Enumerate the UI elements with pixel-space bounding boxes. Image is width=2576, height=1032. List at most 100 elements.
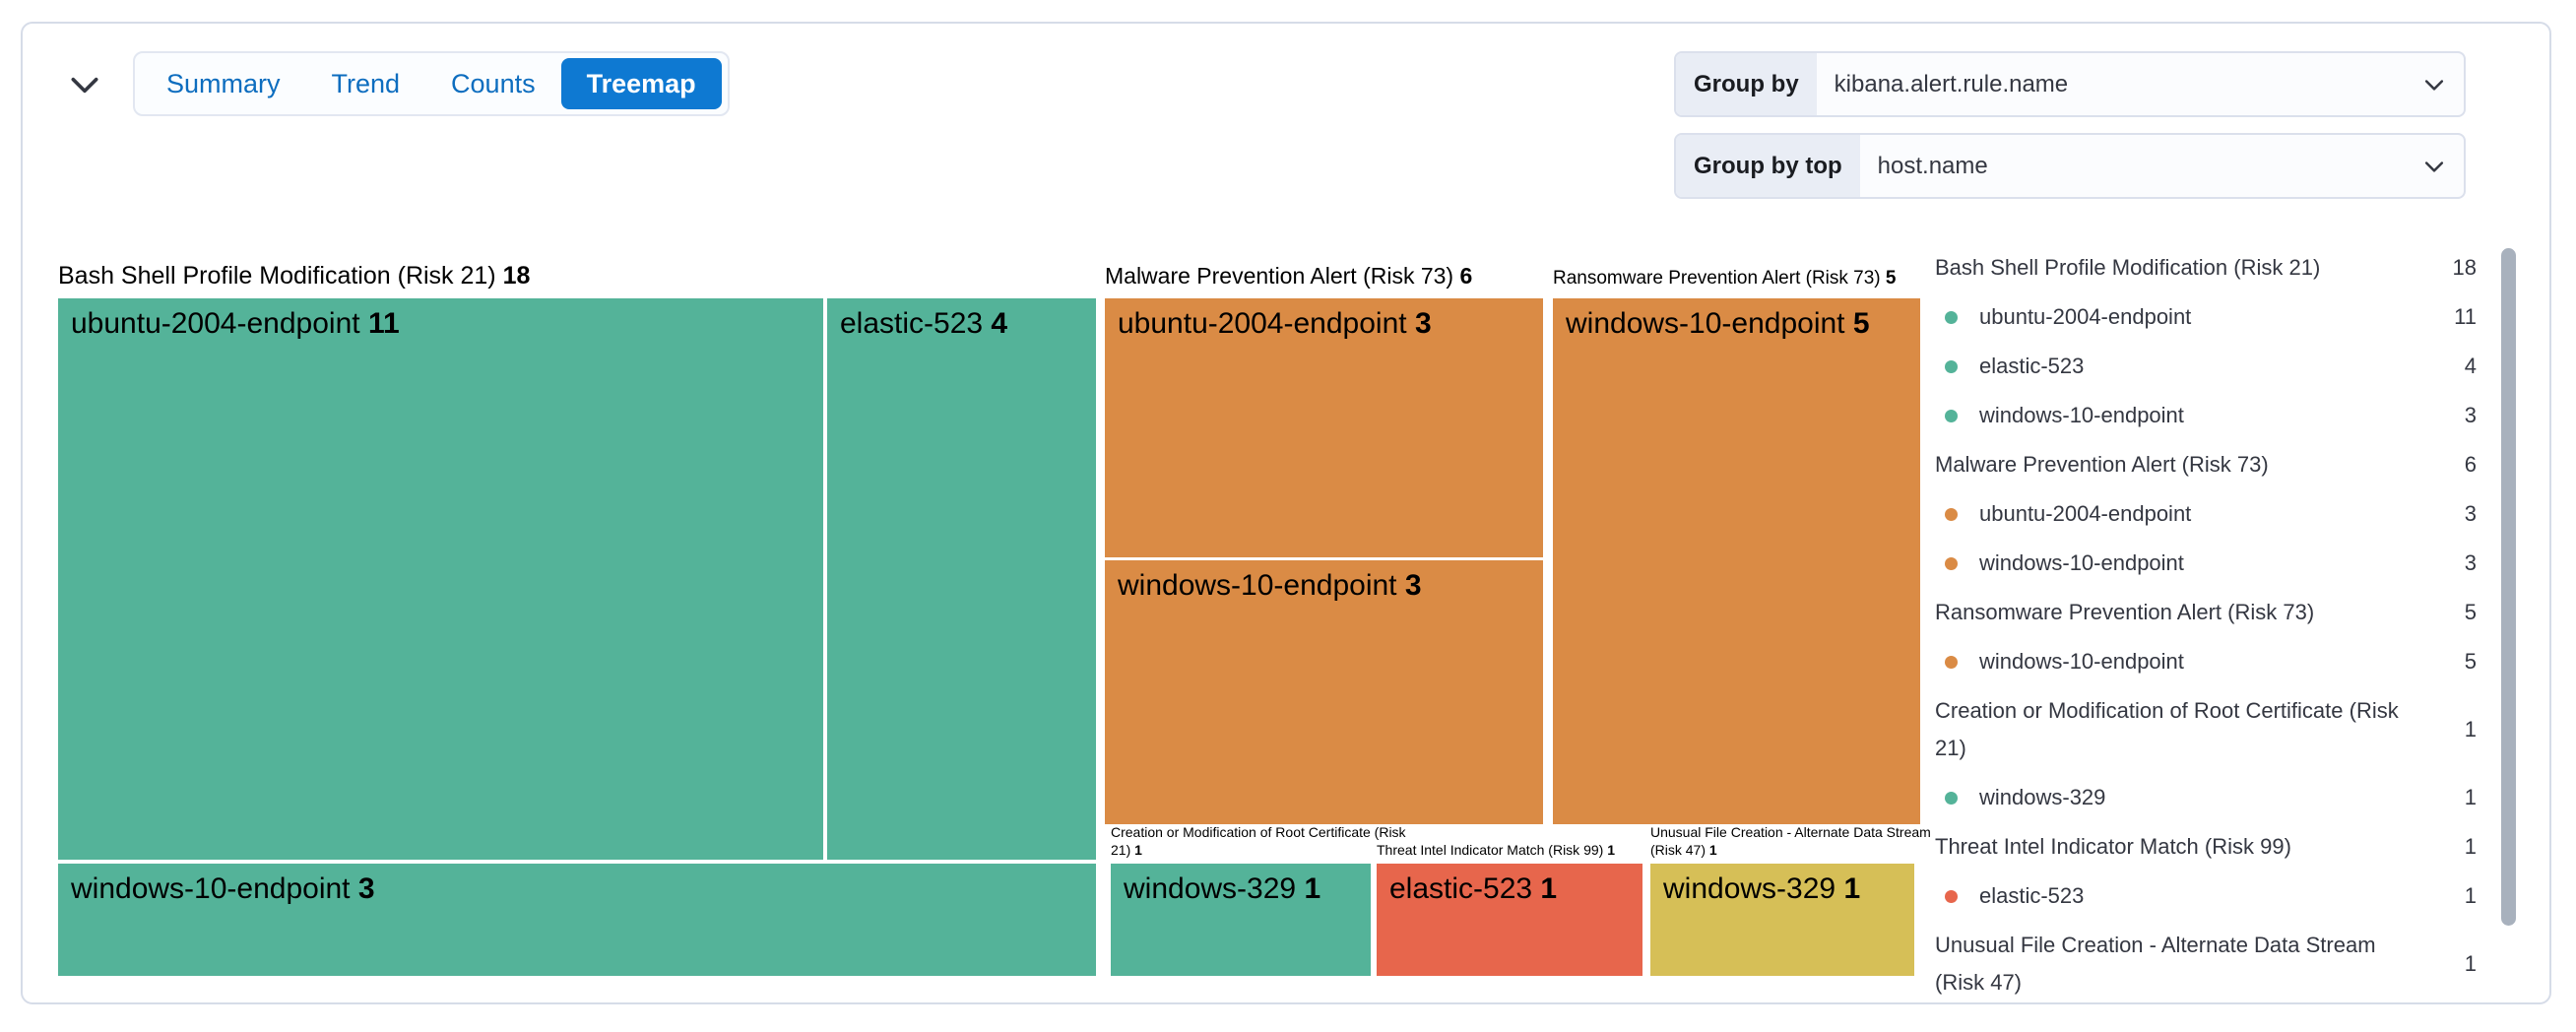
group-label: Unusual File Creation - Alternate Data S… [1650,823,1931,858]
legend-item-row[interactable]: windows-10-endpoint 3 [1935,539,2477,588]
legend-count: 1 [2464,834,2477,859]
treemap-tile-elastic-523[interactable]: elastic-523 4 [827,298,1096,860]
chevron-down-icon [2424,161,2444,172]
tile-label: windows-10-endpoint [71,872,351,905]
tile-label: ubuntu-2004-endpoint [1118,307,1407,340]
legend-label: ubuntu-2004-endpoint [1979,304,2192,329]
tab-counts[interactable]: Counts [451,69,536,98]
legend-item-row[interactable]: elastic-523 4 [1935,342,2477,391]
treemap-tile-windows-329[interactable]: windows-329 1 [1111,864,1371,976]
group-label: Ransomware Prevention Alert (Risk 73) [1553,268,1881,290]
treemap-tile-windows-10-endpoint[interactable]: windows-10-endpoint 3 [1105,560,1543,824]
treemap-group-header: Unusual File Creation - Alternate Data S… [1650,823,1946,859]
legend-item-row[interactable]: elastic-523 1 [1935,871,2477,921]
legend-item-row[interactable]: windows-10-endpoint 3 [1935,391,2477,440]
treemap-tile-windows-10-endpoint[interactable]: windows-10-endpoint 5 [1553,298,1920,824]
legend-count: 4 [2464,354,2477,378]
group-count: 6 [1459,263,1473,290]
tab-treemap[interactable]: Treemap [560,58,722,109]
group-by-value: host.name [1877,152,1988,179]
legend-group-row[interactable]: Unusual File Creation - Alternate Data S… [1935,921,2477,1007]
tab-summary[interactable]: Summary [166,69,281,98]
legend-label: windows-10-endpoint [1979,550,2184,575]
tile-count: 1 [1304,872,1321,905]
legend-count: 3 [2464,550,2477,575]
chevron-down-icon [71,77,98,94]
chevron-down-icon [2424,79,2444,91]
legend-count: 1 [2464,785,2477,809]
tile-label: windows-10-endpoint [1566,307,1845,340]
legend-item-row[interactable]: ubuntu-2004-endpoint 3 [1935,489,2477,539]
legend: Bash Shell Profile Modification (Risk 21… [1935,243,2477,1007]
legend-count: 6 [2464,452,2477,477]
legend-label: Threat Intel Indicator Match (Risk 99) [1935,834,2291,859]
legend-label: Ransomware Prevention Alert (Risk 73) [1935,600,2315,624]
color-dot-icon [1945,310,1958,324]
tile-count: 4 [991,307,1008,340]
group-by-select[interactable]: Group by kibana.alert.rule.name [1674,51,2466,117]
legend-label: ubuntu-2004-endpoint [1979,501,2192,526]
legend-group-row[interactable]: Malware Prevention Alert (Risk 73) 6 [1935,440,2477,489]
legend-label: Creation or Modification of Root Certifi… [1935,698,2399,760]
legend-count: 1 [2464,717,2477,742]
legend-label: elastic-523 [1979,354,2085,378]
legend-item-row[interactable]: windows-10-endpoint 5 [1935,637,2477,686]
legend-count: 5 [2464,649,2477,674]
legend-count: 1 [2464,883,2477,908]
legend-item-row[interactable]: windows-329 1 [1935,773,2477,822]
tile-count: 3 [1414,307,1432,340]
color-dot-icon [1945,556,1958,570]
group-by-label: Group by top [1676,135,1860,197]
treemap-group-header: Ransomware Prevention Alert (Risk 73) 5 [1553,267,1897,291]
group-count: 5 [1885,268,1897,290]
tile-label: elastic-523 [1389,872,1533,905]
legend-count: 11 [2454,304,2477,329]
treemap-tile-windows-329[interactable]: windows-329 1 [1650,864,1914,976]
legend-item-row[interactable]: ubuntu-2004-endpoint 11 [1935,292,2477,342]
legend-label: windows-329 [1979,785,2106,809]
tile-count: 3 [357,872,375,905]
legend-group-row[interactable]: Creation or Modification of Root Certifi… [1935,686,2477,773]
tile-label: elastic-523 [840,307,984,340]
group-count: 1 [1607,841,1615,858]
color-dot-icon [1945,655,1958,669]
legend-label: windows-10-endpoint [1979,649,2184,674]
legend-group-row[interactable]: Ransomware Prevention Alert (Risk 73) 5 [1935,588,2477,637]
tile-label: windows-329 [1124,872,1297,905]
treemap-tile-ubuntu-2004-endpoint[interactable]: ubuntu-2004-endpoint 11 [58,298,823,860]
legend-label: Unusual File Creation - Alternate Data S… [1935,933,2376,995]
legend-count: 3 [2464,501,2477,526]
treemap-tile-ubuntu-2004-endpoint[interactable]: ubuntu-2004-endpoint 3 [1105,298,1543,557]
tile-label: windows-329 [1663,872,1836,905]
treemap-tile-windows-10-endpoint[interactable]: windows-10-endpoint 3 [58,864,1096,976]
legend-group-row[interactable]: Bash Shell Profile Modification (Risk 21… [1935,243,2477,292]
group-label: Malware Prevention Alert (Risk 73) [1105,263,1454,290]
collapse-section-button[interactable] [61,61,108,108]
tile-count: 11 [367,307,400,340]
group-by-top-select[interactable]: Group by top host.name [1674,133,2466,199]
group-label: Bash Shell Profile Modification (Risk 21… [58,261,496,290]
color-dot-icon [1945,507,1958,521]
legend-label: Bash Shell Profile Modification (Risk 21… [1935,255,2321,280]
group-count: 1 [1708,841,1717,858]
legend-label: Malware Prevention Alert (Risk 73) [1935,452,2269,477]
legend-group-row[interactable]: Threat Intel Indicator Match (Risk 99) 1 [1935,822,2477,871]
tab-group: Summary Trend Counts Treemap [133,51,730,116]
tab-trend[interactable]: Trend [331,69,401,98]
color-dot-icon [1945,889,1958,903]
tile-count: 3 [1404,569,1422,602]
legend-count: 5 [2464,600,2477,624]
legend-count: 18 [2452,255,2477,280]
treemap-tile-elastic-523[interactable]: elastic-523 1 [1377,864,1642,976]
color-dot-icon [1945,359,1958,373]
legend-count: 3 [2464,403,2477,427]
group-count: 1 [1134,841,1142,858]
treemap-group-header: Malware Prevention Alert (Risk 73) 6 [1105,262,1472,291]
legend-scrollbar-thumb[interactable] [2501,248,2516,926]
tile-count: 1 [1843,872,1861,905]
tile-count: 5 [1852,307,1870,340]
treemap-group-header: Bash Shell Profile Modification (Risk 21… [58,260,530,292]
treemap-group-header: Creation or Modification of Root Certifi… [1111,823,1406,859]
